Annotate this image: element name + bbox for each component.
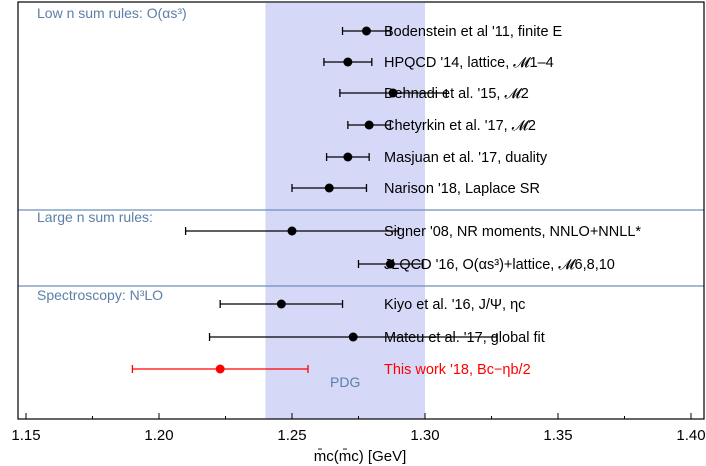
entry-label: Chetyrkin et al. '17, 𝓜2 [384, 118, 536, 134]
plot-frame [17, 1, 705, 420]
entry-label: JLQCD '16, O(αs³)+lattice, 𝓜6,8,10 [384, 257, 615, 273]
entry-label: Signer '08, NR moments, NNLO+NNLL* [384, 224, 641, 240]
data-point [324, 183, 334, 193]
data-point [361, 26, 371, 36]
data-point [348, 332, 358, 342]
x-tick-label: 1.25 [277, 427, 306, 444]
data-point [388, 88, 398, 98]
pdg-band-label: PDG [330, 374, 360, 390]
entry-label: Kiyo et al. '16, J/Ψ, ηc [384, 297, 525, 313]
data-point [343, 152, 353, 162]
data-point [276, 299, 286, 309]
entry-label: Narison '18, Laplace SR [384, 181, 540, 197]
entry-label: Mateu et al. '17, global fit [384, 330, 545, 346]
entry-label: Dehnadi et al. '15, 𝓜2 [384, 86, 529, 102]
x-tick-label: 1.35 [543, 427, 572, 444]
data-point [364, 120, 374, 130]
pdg-band [265, 3, 425, 419]
data-point [385, 259, 395, 269]
x-tick-label: 1.30 [410, 427, 439, 444]
data-point [215, 364, 225, 374]
entry-label: Bodenstein et al '11, finite E [384, 24, 563, 40]
x-tick-label: 1.40 [676, 427, 705, 444]
entry-label: Masjuan et al. '17, duality [384, 150, 548, 166]
entry-label: This work '18, Bc−ηb/2 [384, 362, 531, 378]
section-title: Spectroscopy: N³LO [37, 287, 163, 303]
data-point [287, 226, 297, 236]
x-axis-label: m̄c(m̄c) [GeV] [314, 448, 407, 465]
section-title: Large n sum rules: [37, 209, 153, 225]
section-title: Low n sum rules: O(αs³) [37, 5, 187, 21]
x-tick-label: 1.20 [144, 427, 173, 444]
data-point [343, 57, 353, 67]
entry-label: HPQCD '14, lattice, 𝓜1–4 [384, 55, 554, 71]
x-tick-label: 1.15 [11, 427, 40, 444]
